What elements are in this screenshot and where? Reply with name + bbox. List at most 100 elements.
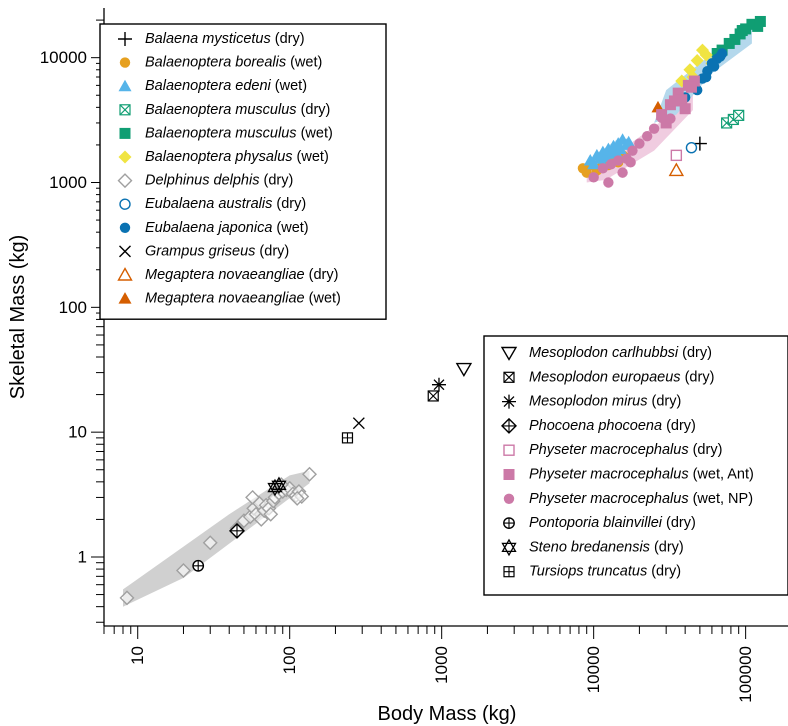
legend-label: Megaptera novaeangliae (wet) (145, 291, 341, 307)
legend-condition: (dry) (271, 31, 305, 47)
legend-label: Physeter macrocephalus (wet, NP) (529, 491, 753, 507)
data-point (613, 142, 627, 155)
legend-condition: (dry) (650, 539, 684, 555)
legend-entry: Physeter macrocephalus (wet, NP) (503, 491, 753, 507)
data-point (627, 145, 638, 156)
legend-marker (119, 222, 131, 233)
legend-entry: Grampus griseus (dry) (119, 243, 289, 259)
data-point (289, 490, 305, 506)
legend-species: Eubalaena japonica (145, 220, 272, 236)
legend-entry: Balaena mysticetus (dry) (118, 31, 305, 47)
legend-entry: Balaenoptera musculus (dry) (119, 102, 330, 118)
data-point (622, 135, 636, 148)
legend-species: Mesoplodon mirus (529, 394, 647, 410)
legend-condition: (dry) (297, 102, 331, 118)
x-tick-label: 1000 (432, 646, 451, 684)
legend-species: Balaenoptera edeni (145, 78, 272, 94)
legend-species: Eubalaena australis (145, 196, 272, 212)
legend-condition: (dry) (305, 267, 339, 283)
legend-entry: Balaenoptera edeni (wet) (118, 78, 307, 94)
data-point (690, 53, 704, 67)
data-point (668, 95, 680, 107)
legend-label: Balaenoptera musculus (dry) (145, 102, 330, 118)
legend-marker (503, 444, 515, 456)
x-tick-label: 100000 (736, 646, 755, 703)
legend-marker (118, 79, 132, 92)
legend-left: Balaena mysticetus (dry) Balaenoptera bor… (99, 23, 387, 320)
legend-condition: (wet) (286, 55, 322, 71)
legend-entry: Megaptera novaeangliae (wet) (118, 291, 341, 307)
data-point (736, 25, 748, 37)
legend-marker (119, 245, 131, 258)
legend-entry: Balaenoptera borealis (wet) (119, 55, 322, 71)
legend-condition: (wet) (271, 78, 307, 94)
legend-marker (503, 371, 515, 383)
data-point (688, 75, 700, 87)
legend-label: Balaenoptera edeni (wet) (145, 78, 307, 94)
data-point (729, 33, 741, 45)
legend-condition: (dry) (689, 442, 723, 458)
legend-label: Eubalaena japonica (wet) (145, 220, 309, 236)
legend-species: Megaptera novaeangliae (145, 267, 305, 283)
y-tick-label: 1000 (49, 173, 87, 192)
legend-marker (118, 292, 132, 304)
legend-label: Physeter macrocephalus (wet, Ant) (529, 467, 754, 483)
data-point (641, 130, 653, 142)
legend-condition: (dry) (255, 243, 289, 259)
legend-marker (503, 493, 515, 504)
data-point (352, 417, 365, 430)
data-point (617, 167, 628, 178)
data-point (427, 390, 439, 402)
data-point (685, 81, 697, 93)
legend-species: Balaenoptera musculus (145, 102, 297, 118)
legend-box (483, 335, 788, 596)
data-point (746, 18, 758, 30)
legend-entry: Megaptera novaeangliae (dry) (117, 267, 338, 283)
legend-marker (502, 394, 516, 409)
legend-entry: Mesoplodon carlhubbsi (dry) (500, 345, 712, 361)
legend-marker (119, 127, 131, 139)
legend-condition: (dry) (681, 369, 715, 385)
x-tick-label: 10 (128, 646, 147, 665)
legend-species: Balaena mysticetus (145, 31, 271, 47)
data-point (597, 163, 609, 174)
data-point (612, 155, 624, 166)
legend-condition: (wet, Ant) (689, 467, 754, 483)
legend-marker (503, 566, 515, 578)
legend-label: Physeter macrocephalus (dry) (529, 442, 722, 458)
legend-label: Mesoplodon mirus (dry) (529, 394, 681, 410)
legend-marker (503, 469, 515, 480)
legend-entry: Mesoplodon mirus (dry) (502, 394, 681, 410)
data-point (648, 123, 660, 134)
legend-entry: Physeter macrocephalus (dry) (503, 442, 722, 458)
legend-marker (117, 267, 133, 281)
legend-marker (500, 346, 518, 361)
data-point (119, 590, 135, 606)
legend-condition: (wet) (272, 220, 308, 236)
legend-species: Tursiops truncatus (529, 564, 647, 580)
data-point (593, 152, 607, 164)
legend-condition: (dry) (662, 418, 696, 434)
legend-marker (117, 173, 133, 189)
data-point (455, 362, 473, 377)
legend-label: Balaenoptera musculus (wet) (145, 125, 333, 141)
legend-label: Megaptera novaeangliae (dry) (145, 267, 338, 283)
legend-condition: (dry) (272, 196, 306, 212)
legend-marker (119, 198, 131, 210)
legend-entry: Tursiops truncatus (dry) (503, 564, 681, 580)
data-point (714, 51, 726, 62)
data-point (175, 562, 191, 578)
legend-marker (119, 57, 131, 68)
data-point (656, 112, 667, 123)
legend-entry: Balaenoptera musculus (wet) (119, 125, 333, 141)
x-axis-ticks: 10 100 1000 10000 100000 (103, 626, 755, 703)
y-axis-ticks: 1 10 100 1000 10000 (40, 19, 104, 623)
legend-species: Mesoplodon europaeus (529, 369, 681, 385)
legend-entry: Pontoporia blainvillei (dry) (503, 515, 696, 531)
legend-condition: (wet, NP) (689, 491, 753, 507)
legend-species: Phocoena phocoena (529, 418, 662, 434)
legend-label: Delphinus delphis (dry) (145, 173, 293, 189)
legend-label: Balaena mysticetus (dry) (145, 31, 305, 47)
legend-species: Pontoporia blainvillei (529, 515, 663, 531)
